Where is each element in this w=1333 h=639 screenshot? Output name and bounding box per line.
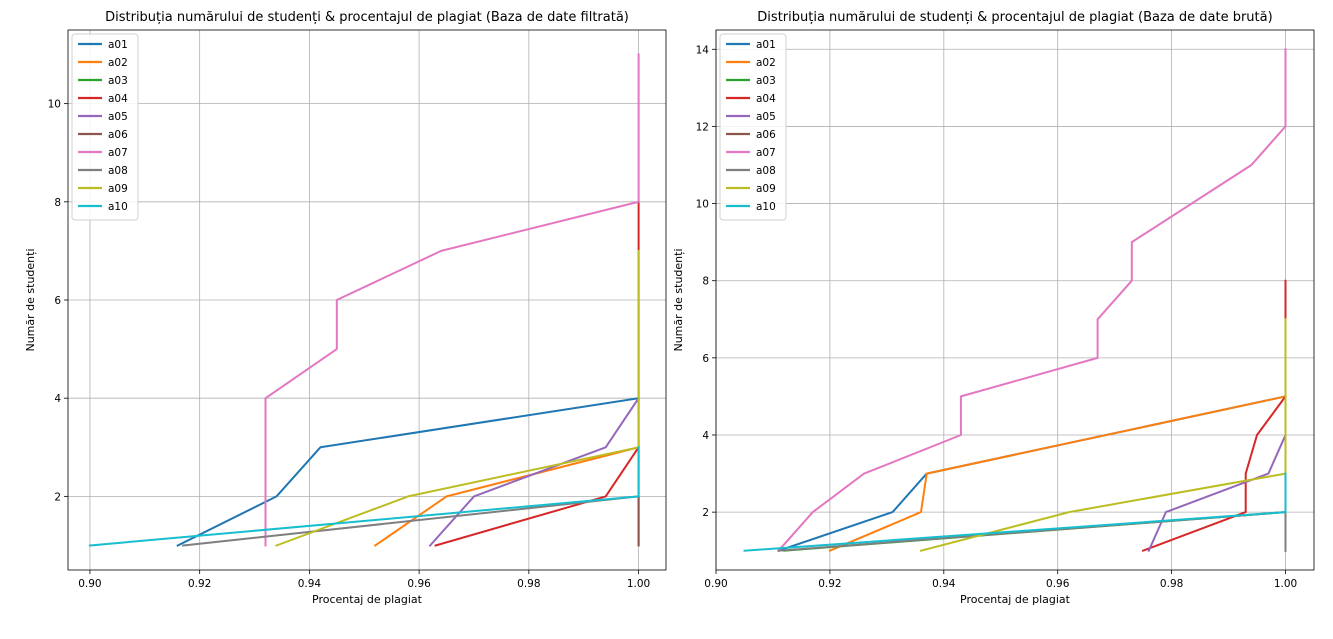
chart-title: Distribuția numărului de studenți & proc…: [757, 10, 1272, 25]
x-axis-label: Procentaj de plagiat: [960, 593, 1071, 606]
legend-label-a04: a04: [108, 93, 128, 105]
x-tick-label: 0.96: [1046, 578, 1070, 590]
y-tick-label: 10: [696, 199, 709, 211]
series-line-a02: [828, 395, 1287, 553]
legend-label-a01: a01: [108, 39, 128, 51]
legend-label-a03: a03: [108, 75, 128, 87]
chart-title: Distribuția numărului de studenți & proc…: [105, 10, 629, 25]
y-tick-label: 4: [54, 393, 61, 405]
legend-label-a08: a08: [108, 165, 128, 177]
legend: a01 a02 a03 a04 a05 a06 a07 a08 a09 a10: [71, 33, 139, 221]
y-tick-label: 12: [696, 121, 709, 133]
y-axis-label: Număr de studenți: [672, 248, 685, 351]
axes-frame: [715, 29, 1315, 571]
x-tick-label: 0.96: [407, 578, 431, 590]
x-tick-label: 0.98: [517, 578, 540, 590]
series-line-a07: [777, 48, 1287, 553]
x-axis-label: Procentaj de plagiat: [312, 593, 423, 606]
series-line-a01: [176, 397, 640, 547]
legend-label-a03: a03: [756, 75, 776, 87]
legend-label-a04: a04: [756, 93, 776, 105]
series-line-a02: [373, 446, 640, 547]
x-tick-label: 1.00: [1274, 578, 1297, 590]
y-tick-label: 8: [702, 276, 709, 288]
series-line-a09: [275, 249, 640, 547]
series-group: [743, 48, 1287, 553]
legend-label-a06: a06: [756, 129, 776, 141]
series-line-a07: [264, 53, 640, 547]
y-tick-label: 2: [702, 507, 709, 519]
series-line-a08: [182, 495, 640, 547]
legend-label-a05: a05: [108, 111, 128, 123]
legend-label-a01: a01: [756, 39, 776, 51]
series-line-a05: [428, 396, 640, 547]
series-line-a10: [88, 446, 640, 547]
y-tick-label: 6: [54, 295, 61, 307]
legend-label-a08: a08: [756, 165, 776, 177]
x-tick-label: 0.94: [932, 578, 956, 590]
legend-label-a07: a07: [756, 147, 776, 159]
series-line-a09: [919, 318, 1287, 552]
legend-label-a10: a10: [756, 201, 776, 213]
legend-label-a02: a02: [108, 57, 128, 69]
y-axis-label: Număr de studenți: [24, 248, 37, 351]
chart-1: 0.90 0.92 0.94 0.96 0.98 1.00 2 4 6 8 10 Distribuți…: [24, 10, 667, 606]
legend-label-a07: a07: [108, 147, 128, 159]
y-tick-label: 6: [702, 353, 709, 365]
x-tick-label: 0.98: [1160, 578, 1183, 590]
series-line-a10: [743, 472, 1287, 552]
legend-label-a10: a10: [108, 201, 128, 213]
legend-label-a09: a09: [108, 183, 128, 195]
plot-area: [716, 30, 1314, 570]
y-tick-label: 2: [54, 491, 61, 503]
y-tick-label: 14: [696, 44, 710, 56]
y-tick-label: 4: [702, 430, 709, 442]
series-line-a05: [1147, 433, 1287, 553]
y-tick-label: 8: [54, 197, 61, 209]
x-tick-label: 0.92: [818, 578, 841, 590]
legend-label-a02: a02: [756, 57, 776, 69]
x-tick-label: 1.00: [627, 578, 650, 590]
chart-2: 0.90 0.92 0.94 0.96 0.98 1.00 2 4 6 8 10 12 14 Distri…: [672, 10, 1315, 606]
legend: a01 a02 a03 a04 a05 a06 a07 a08 a09 a10: [719, 33, 787, 221]
x-tick-label: 0.94: [298, 578, 322, 590]
x-tick-label: 0.92: [188, 578, 211, 590]
y-tick-label: 10: [48, 99, 61, 111]
legend-label-a06: a06: [108, 129, 128, 141]
series-group: [88, 53, 640, 547]
legend-label-a05: a05: [756, 111, 776, 123]
x-tick-label: 0.90: [704, 578, 727, 590]
legend-label-a09: a09: [756, 183, 776, 195]
x-tick-label: 0.90: [78, 578, 101, 590]
